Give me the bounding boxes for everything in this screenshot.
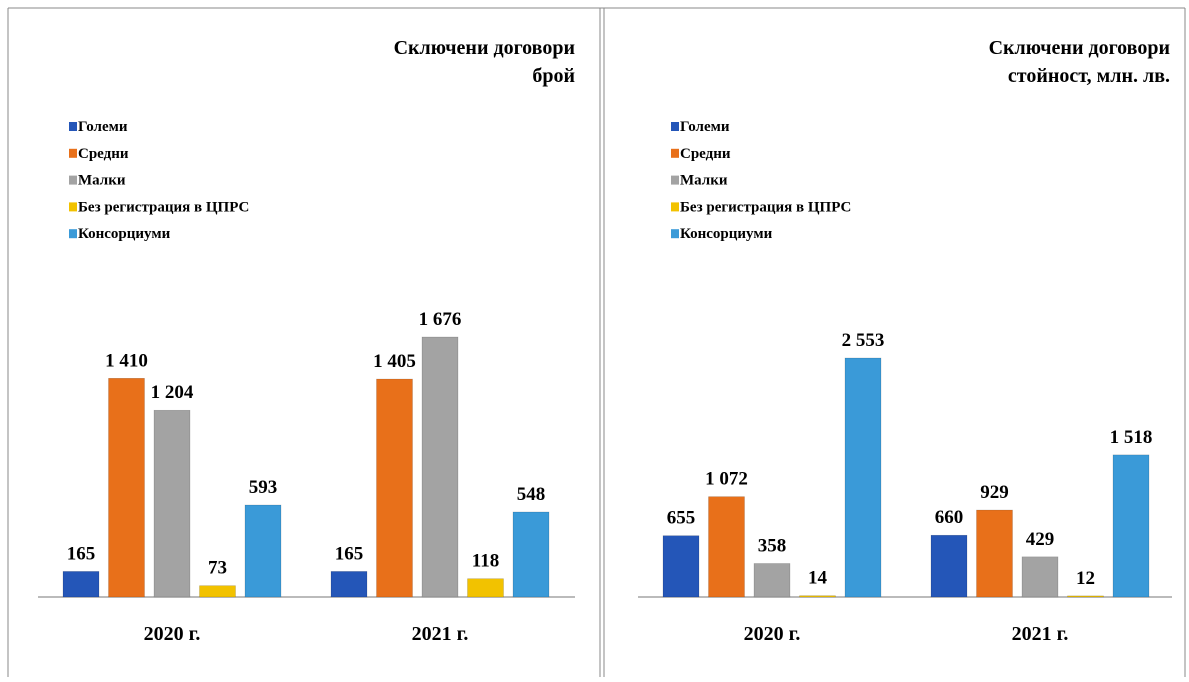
bar — [799, 595, 836, 598]
bar — [662, 535, 700, 598]
data-label: 929 — [980, 482, 1009, 503]
bar — [421, 336, 459, 598]
x-tick-label: 2021 г. — [412, 623, 469, 645]
data-label: 118 — [472, 551, 499, 572]
legend-swatch — [69, 148, 77, 158]
legend-swatch — [69, 202, 77, 212]
bar — [1112, 454, 1150, 598]
x-tick-label: 2020 г. — [144, 623, 201, 645]
legend-swatch — [671, 229, 679, 239]
bar — [467, 578, 504, 598]
data-label: 1 676 — [419, 309, 462, 330]
bar — [153, 409, 191, 598]
bar — [708, 496, 745, 598]
bar — [244, 504, 282, 598]
legend-label: Малки — [78, 173, 126, 189]
legend-swatch — [671, 148, 679, 158]
data-label: 548 — [517, 484, 546, 505]
chart-subtitle: стойност, млн. лв. — [1008, 65, 1170, 87]
bar — [1021, 556, 1059, 598]
x-tick-label: 2020 г. — [744, 623, 801, 645]
data-label: 358 — [758, 535, 787, 556]
data-label: 1 410 — [105, 350, 148, 371]
legend-label: Малки — [680, 173, 728, 189]
bar — [844, 357, 882, 598]
bar — [930, 534, 968, 598]
legend-label: Консорциуми — [78, 226, 171, 242]
bar — [976, 509, 1013, 598]
legend-swatch — [671, 122, 679, 131]
data-label: 660 — [935, 507, 964, 528]
data-label: 593 — [249, 477, 278, 498]
data-label: 14 — [808, 568, 828, 589]
legend-label: Без регистрация в ЦПРС — [78, 199, 249, 215]
data-label: 165 — [67, 543, 96, 564]
legend-label: Консорциуми — [680, 226, 773, 242]
chart-subtitle: брой — [532, 65, 575, 87]
data-label: 165 — [335, 543, 364, 564]
bar — [1067, 595, 1104, 598]
data-label: 12 — [1076, 568, 1095, 589]
x-tick-label: 2021 г. — [1012, 623, 1069, 645]
chart-title: Сключени договори — [989, 37, 1170, 59]
data-label: 655 — [667, 508, 696, 529]
bar — [376, 378, 413, 598]
legend-label: Средни — [78, 146, 129, 162]
bar — [753, 563, 791, 598]
legend-swatch — [69, 175, 77, 185]
legend-label: Без регистрация в ЦПРС — [680, 199, 851, 215]
legend-swatch — [69, 122, 77, 131]
bar — [108, 378, 145, 598]
data-label: 1 405 — [373, 351, 416, 372]
legend-label: Големи — [78, 119, 128, 135]
legend-swatch — [671, 202, 679, 212]
data-label: 2 553 — [842, 330, 885, 351]
data-label: 1 204 — [151, 382, 194, 403]
legend-label: Средни — [680, 146, 731, 162]
bar — [512, 511, 550, 598]
data-label: 1 072 — [705, 469, 748, 490]
chart-title: Сключени договори — [394, 37, 575, 59]
data-label: 1 518 — [1110, 427, 1153, 448]
data-label: 429 — [1026, 529, 1055, 550]
legend-swatch — [671, 175, 679, 185]
legend-label: Големи — [680, 119, 730, 135]
legend-swatch — [69, 229, 77, 239]
bar — [199, 585, 236, 598]
bar — [330, 571, 368, 598]
data-label: 73 — [208, 558, 227, 579]
bar — [62, 571, 100, 598]
